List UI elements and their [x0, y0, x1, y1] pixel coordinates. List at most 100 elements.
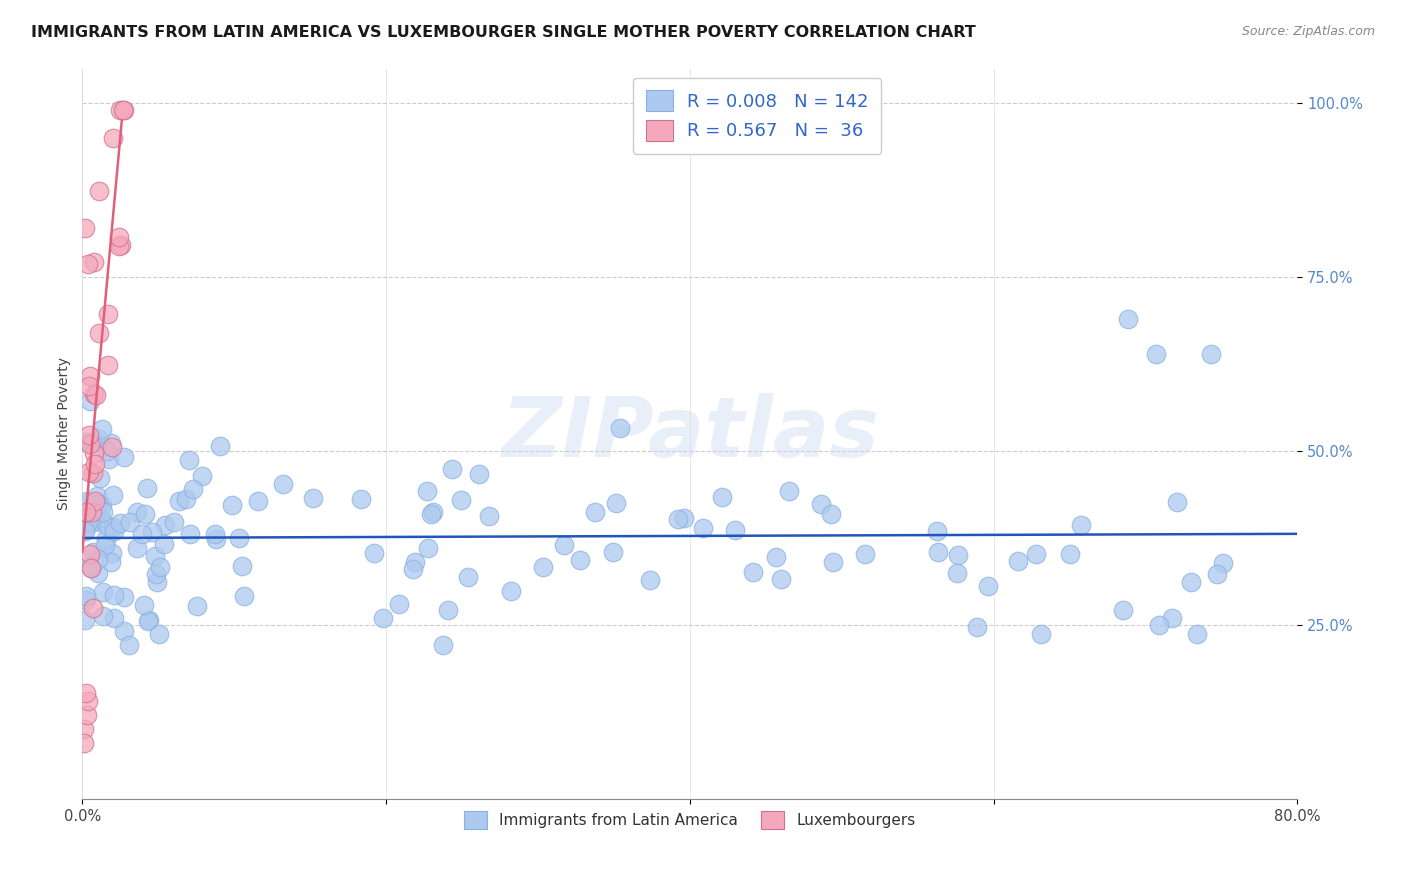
Point — [132, 598, 155, 612]
Point — [127, 541, 149, 555]
Point — [98, 451, 121, 466]
Point — [97, 519, 120, 533]
Point — [742, 565, 765, 579]
Point — [1212, 557, 1234, 571]
Point — [79, 561, 101, 575]
Point — [79, 394, 101, 409]
Point — [402, 562, 425, 576]
Point — [672, 511, 695, 525]
Point — [87, 497, 110, 511]
Point — [531, 560, 554, 574]
Point — [179, 527, 201, 541]
Point — [134, 507, 156, 521]
Point — [174, 492, 197, 507]
Point — [149, 559, 172, 574]
Point — [232, 589, 254, 603]
Point — [90, 515, 112, 529]
Point — [271, 476, 294, 491]
Point — [73, 613, 96, 627]
Point — [73, 524, 96, 538]
Point — [73, 736, 96, 750]
Point — [765, 549, 787, 564]
Point — [86, 489, 108, 503]
Point — [583, 504, 606, 518]
Point — [692, 521, 714, 535]
Point — [499, 584, 522, 599]
Point — [79, 560, 101, 574]
Point — [76, 494, 98, 508]
Point — [83, 457, 105, 471]
Point — [87, 184, 110, 198]
Point — [108, 516, 131, 530]
Point — [79, 437, 101, 451]
Point — [90, 511, 112, 525]
Point — [77, 515, 100, 529]
Point — [83, 446, 105, 460]
Point — [77, 465, 100, 479]
Point — [89, 470, 111, 484]
Point — [853, 547, 876, 561]
Point — [711, 490, 734, 504]
Point — [73, 523, 96, 537]
Point — [404, 555, 426, 569]
Point — [416, 483, 439, 498]
Point — [569, 553, 592, 567]
Point — [75, 505, 97, 519]
Point — [810, 497, 832, 511]
Point — [1160, 610, 1182, 624]
Point — [163, 515, 186, 529]
Point — [131, 526, 153, 541]
Point — [605, 496, 627, 510]
Point — [181, 482, 204, 496]
Point — [302, 491, 325, 505]
Point — [89, 432, 111, 446]
Point — [79, 495, 101, 509]
Point — [87, 326, 110, 340]
Point — [79, 428, 101, 442]
Point — [1031, 626, 1053, 640]
Point — [167, 494, 190, 508]
Point — [101, 488, 124, 502]
Point — [350, 492, 373, 507]
Point — [91, 609, 114, 624]
Point — [778, 484, 800, 499]
Point — [1185, 627, 1208, 641]
Point — [977, 578, 1000, 592]
Point — [966, 620, 988, 634]
Point — [946, 566, 969, 581]
Point — [73, 723, 96, 737]
Point — [204, 526, 226, 541]
Point — [186, 599, 208, 613]
Legend: Immigrants from Latin America, Luxembourgers: Immigrants from Latin America, Luxembour… — [458, 805, 921, 835]
Point — [108, 239, 131, 253]
Point — [191, 469, 214, 483]
Point — [112, 590, 135, 604]
Point — [91, 422, 114, 436]
Point — [87, 566, 110, 581]
Point — [77, 378, 100, 392]
Point — [75, 592, 97, 607]
Point — [724, 523, 747, 537]
Point — [103, 519, 125, 533]
Point — [82, 435, 104, 450]
Point — [101, 546, 124, 560]
Point — [422, 505, 444, 519]
Point — [110, 237, 132, 252]
Point — [141, 524, 163, 539]
Point — [609, 421, 631, 435]
Point — [228, 531, 250, 545]
Point — [91, 498, 114, 512]
Point — [103, 611, 125, 625]
Point — [820, 507, 842, 521]
Point — [77, 694, 100, 708]
Text: ZIPatlas: ZIPatlas — [501, 393, 879, 475]
Point — [1166, 495, 1188, 509]
Point — [927, 545, 949, 559]
Point — [100, 440, 122, 454]
Point — [75, 221, 97, 235]
Point — [100, 435, 122, 450]
Point — [103, 589, 125, 603]
Point — [112, 103, 135, 118]
Point — [946, 548, 969, 562]
Point — [821, 555, 844, 569]
